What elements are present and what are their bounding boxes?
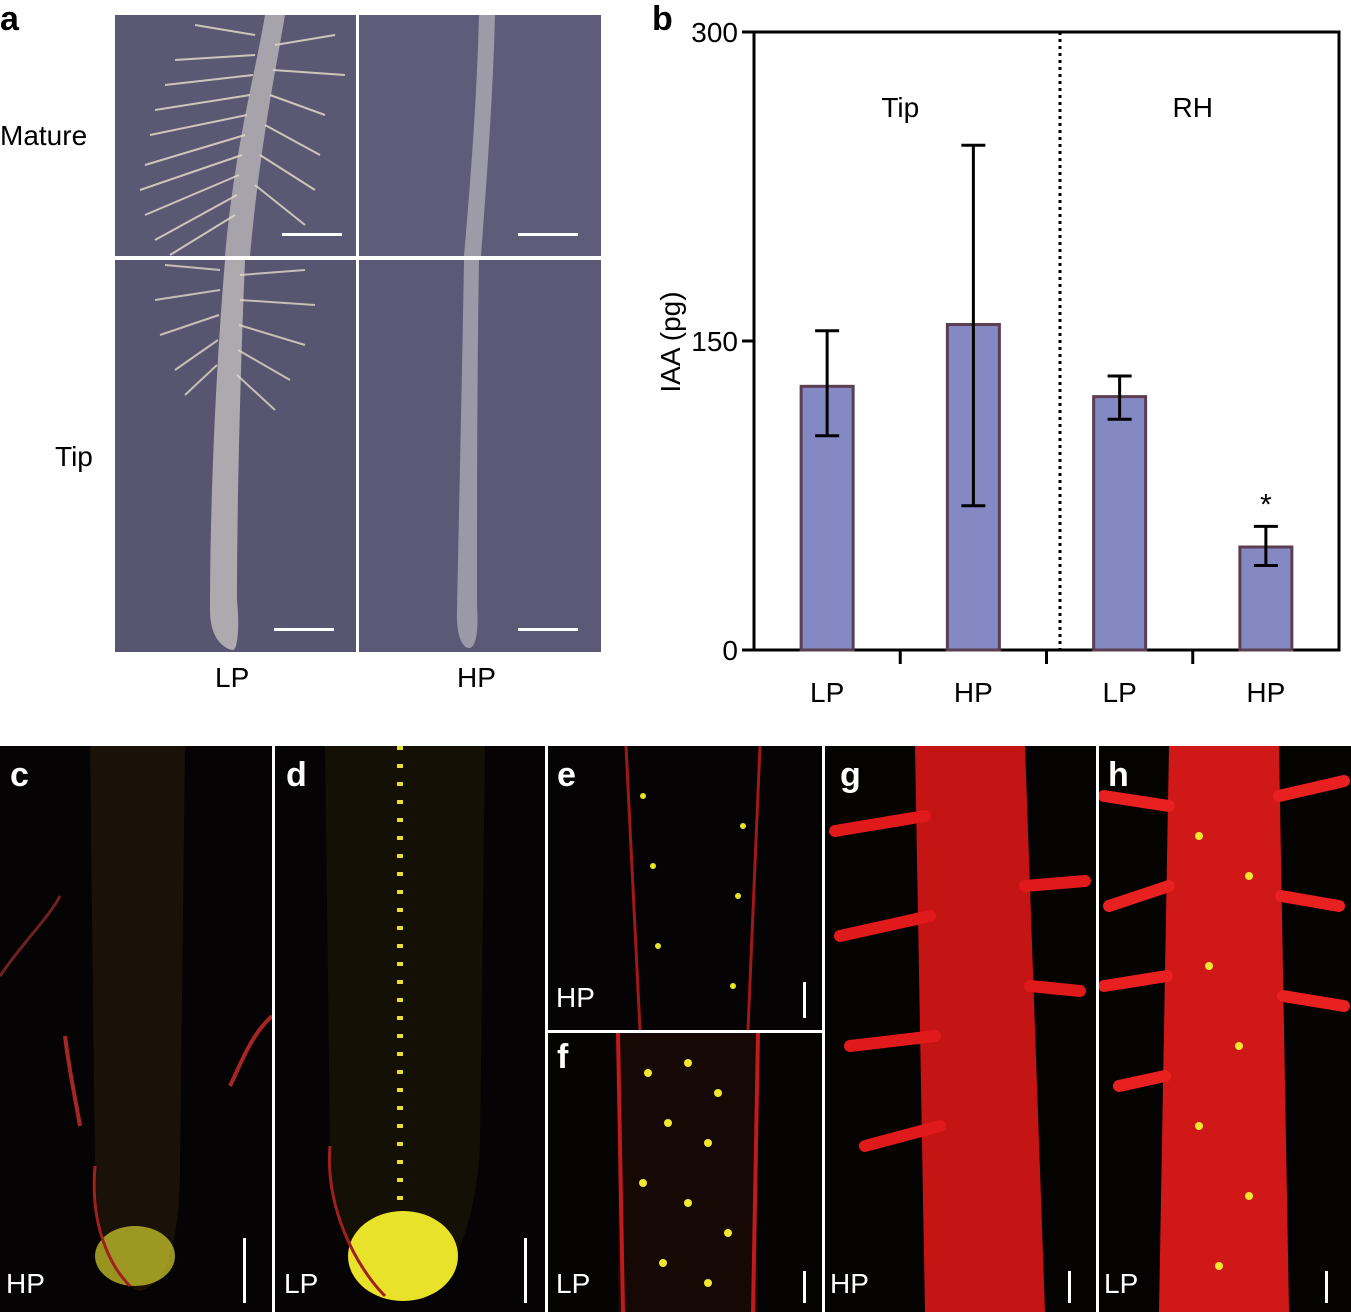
- scale-bar-a1: [282, 233, 342, 236]
- row-label-mature: Mature: [0, 120, 88, 151]
- x-tick-label-1: HP: [954, 677, 993, 708]
- micrograph-c: [0, 746, 272, 1312]
- bar-2: [1092, 395, 1148, 652]
- micrograph-h: [1099, 746, 1351, 1312]
- micrograph-d: [275, 746, 545, 1312]
- micrograph-e: [548, 746, 822, 1030]
- micrograph-f: [548, 1033, 822, 1312]
- x-tick-label-2: LP: [1103, 677, 1137, 708]
- y-tick-label-2: 300: [691, 17, 738, 48]
- significance-marker-0: *: [1260, 488, 1272, 521]
- root-image-hp-mature: [359, 15, 601, 256]
- scale-bar-a4: [518, 628, 578, 631]
- scale-bar-a2: [518, 233, 578, 236]
- panel-a-letter: a: [0, 0, 19, 38]
- scale-bar-h: [1325, 1271, 1328, 1303]
- micrograph-d-letter: d: [286, 756, 307, 794]
- y-axis-label-text: IAA (pg): [655, 291, 686, 393]
- micrograph-e-letter: e: [557, 756, 576, 794]
- row-label-tip: Tip: [55, 441, 93, 472]
- group-label-0: Tip: [881, 92, 919, 123]
- col-label-hp: HP: [457, 662, 496, 693]
- group-label-1: RH: [1173, 92, 1213, 123]
- x-tick-label-0: LP: [810, 677, 844, 708]
- micrograph-g: [825, 746, 1096, 1312]
- col-label-lp: LP: [215, 662, 250, 693]
- micrograph-h-label: LP: [1104, 1268, 1139, 1299]
- micrograph-f-letter: f: [557, 1038, 569, 1076]
- micrograph-f-label: LP: [556, 1268, 591, 1299]
- micrograph-c-letter: c: [10, 756, 29, 794]
- micrograph-e-label: HP: [556, 982, 595, 1013]
- scale-bar-c: [243, 1238, 246, 1303]
- micrograph-g-label: HP: [830, 1268, 869, 1299]
- scale-bar-e: [803, 982, 806, 1018]
- root-image-hp-tip: [359, 260, 601, 652]
- micrograph-c-label: HP: [6, 1268, 45, 1299]
- panel-b-letter: b: [652, 0, 673, 38]
- micrograph-g-letter: g: [840, 756, 861, 794]
- scale-bar-g: [1068, 1271, 1071, 1303]
- scale-bar-d: [524, 1238, 527, 1303]
- micrograph-h-letter: h: [1108, 756, 1129, 794]
- root-image-lp-mature: [115, 15, 356, 256]
- scale-bar-a3: [274, 628, 334, 631]
- scale-bar-f: [803, 1271, 806, 1303]
- y-tick-label-1: 150: [691, 326, 738, 357]
- x-tick-label-3: HP: [1246, 677, 1285, 708]
- micrograph-d-label: LP: [284, 1268, 319, 1299]
- y-tick-label-0: 0: [722, 635, 738, 666]
- root-image-lp-tip: [115, 260, 356, 652]
